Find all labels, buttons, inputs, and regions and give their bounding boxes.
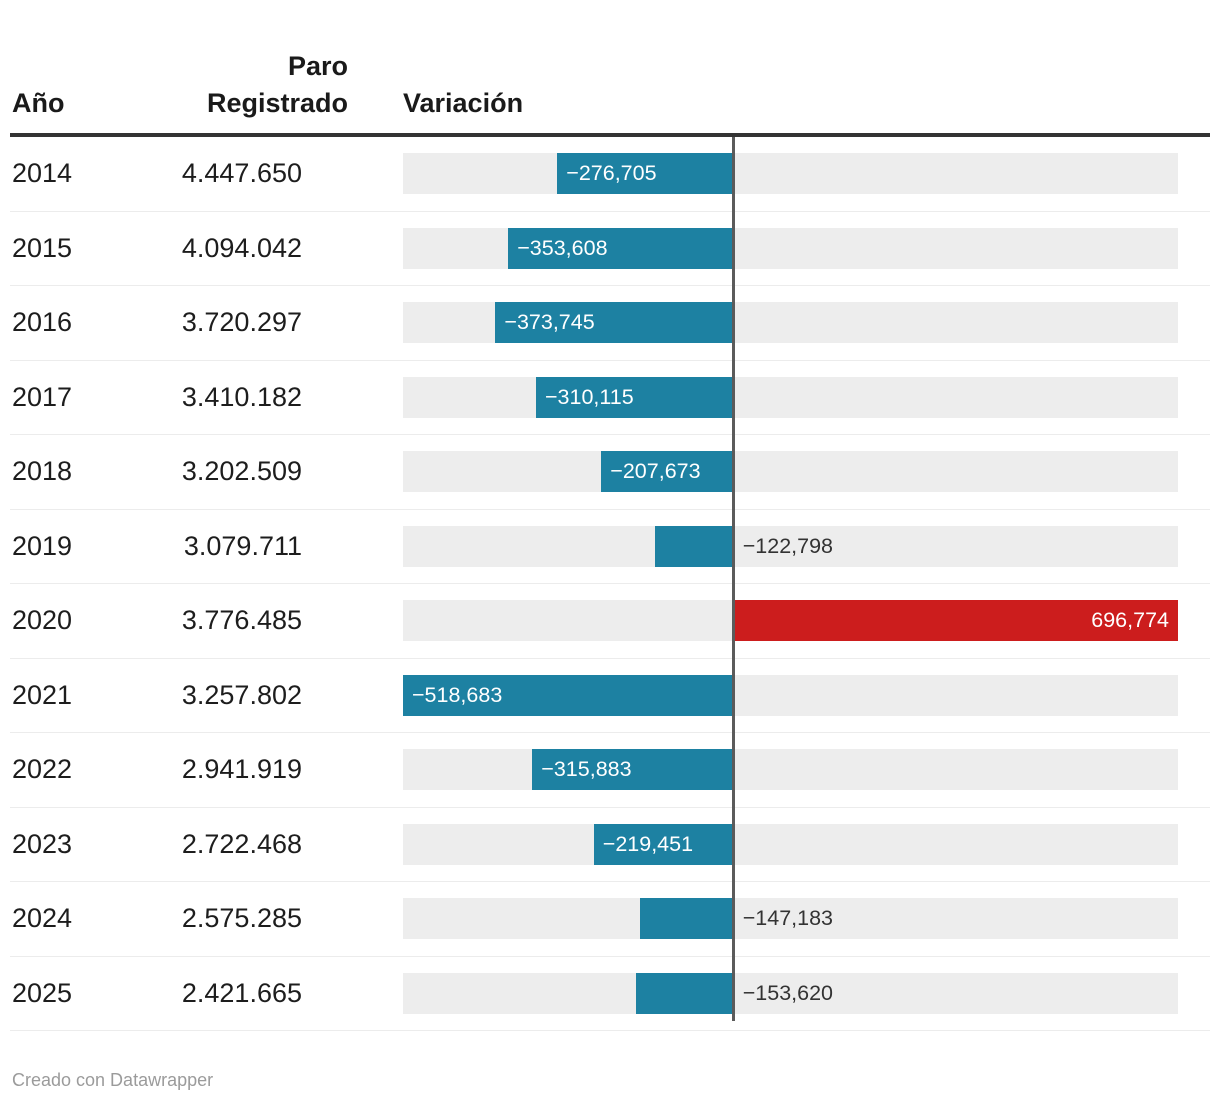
table-header: Año Paro Registrado Variación [10, 0, 1210, 122]
header-rule [10, 133, 1210, 137]
year-cell: 2020 [12, 605, 73, 636]
paro-registrado-cell: 4.447.650 [181, 158, 302, 189]
variation-value-label: 696,774 [1091, 608, 1169, 633]
variation-bar-track: −153,620 [403, 972, 1178, 1014]
variation-value-label: −147,183 [742, 906, 833, 931]
variation-bar-track: −353,608 [403, 227, 1178, 269]
variation-bar-negative: −353,608 [508, 227, 734, 269]
variation-bar-negative: −276,705 [557, 153, 734, 195]
column-header-paro-registrado: Paro Registrado [206, 51, 348, 118]
table-row: 2025 2.421.665 −153,620 [10, 957, 1210, 1031]
year-cell: 2025 [12, 977, 73, 1008]
year-cell: 2021 [12, 679, 73, 710]
paro-registrado-cell: 2.421.665 [181, 977, 302, 1008]
variation-value-label: −207,673 [610, 459, 701, 484]
variation-bar-negative: −315,883 [532, 749, 734, 791]
year-cell: 2018 [12, 456, 73, 487]
variation-value-label: −310,115 [544, 384, 634, 409]
variation-bar-track: −207,673 [403, 451, 1178, 493]
variation-bar-track: 696,774 [403, 600, 1178, 642]
table-row: 2022 2.941.919 −315,883 [10, 733, 1210, 808]
year-cell: 2014 [12, 158, 73, 189]
year-cell: 2024 [12, 903, 73, 934]
datawrapper-credit-link[interactable]: Creado con Datawrapper [12, 1070, 214, 1090]
table-body: 2014 4.447.650 −276,705 2015 4.094.042 −353,6… [10, 137, 1210, 1031]
paro-registrado-cell: 2.575.285 [181, 903, 302, 934]
variation-bar-track: −122,798 [403, 525, 1178, 567]
year-cell: 2022 [12, 754, 73, 785]
paro-registrado-cell: 2.722.468 [181, 828, 302, 859]
paro-registrado-cell: 3.257.802 [181, 679, 302, 710]
table-row: 2015 4.094.042 −353,608 [10, 212, 1210, 286]
zero-axis-line [732, 137, 735, 1021]
variation-bar-negative: −207,673 [601, 451, 734, 493]
variation-bar-negative: −518,683 [403, 674, 734, 716]
variation-bar-negative [639, 898, 734, 940]
table-row: 2018 3.202.509 −207,673 [10, 435, 1210, 510]
variation-bar-negative: −373,745 [495, 302, 734, 344]
variation-value-label: −276,705 [566, 161, 657, 186]
variation-bar-track: −310,115 [403, 376, 1178, 418]
table-row: 2023 2.722.468 −219,451 [10, 808, 1210, 882]
variation-value-label: −518,683 [412, 682, 503, 707]
paro-registrado-cell: 3.202.509 [181, 456, 302, 487]
variation-value-label: −122,798 [742, 533, 833, 558]
variation-bar-track: −276,705 [403, 153, 1178, 195]
year-cell: 2023 [12, 828, 73, 859]
column-header-year: Año [12, 88, 65, 118]
table-row: 2017 3.410.182 −310,115 [10, 361, 1210, 435]
paro-registrado-cell: 4.094.042 [181, 232, 302, 263]
variation-bar-positive: 696,774 [733, 600, 1178, 642]
year-cell: 2019 [12, 530, 73, 561]
table-row: 2016 3.720.297 −373,745 [10, 286, 1210, 361]
table-row: 2014 4.447.650 −276,705 [10, 137, 1210, 212]
variation-value-label: −373,745 [504, 310, 595, 335]
year-cell: 2016 [12, 307, 73, 338]
table-row: 2024 2.575.285 −147,183 [10, 882, 1210, 957]
variation-bar-track: −147,183 [403, 898, 1178, 940]
variation-bar-negative [635, 972, 734, 1014]
variation-bar-track: −373,745 [403, 302, 1178, 344]
column-header-variacion: Variación [403, 88, 524, 118]
variation-value-label: −315,883 [541, 757, 632, 782]
table-row: 2019 3.079.711 −122,798 [10, 510, 1210, 584]
paro-registrado-cell: 3.079.711 [183, 530, 302, 561]
table-row: 2020 3.776.485 696,774 [10, 584, 1210, 659]
paro-registrado-cell: 3.720.297 [181, 307, 302, 338]
variation-bar-track: −219,451 [403, 823, 1178, 865]
variation-bar-negative [655, 525, 734, 567]
variation-value-label: −153,620 [742, 980, 833, 1005]
variation-value-label: −353,608 [517, 235, 608, 260]
variation-bar-negative: −310,115 [535, 376, 734, 418]
paro-registrado-cell: 3.776.485 [181, 605, 302, 636]
year-cell: 2015 [12, 232, 73, 263]
variation-bar-negative: −219,451 [593, 823, 734, 865]
year-cell: 2017 [12, 381, 73, 412]
variation-bar-track: −315,883 [403, 749, 1178, 791]
paro-registrado-cell: 2.941.919 [181, 754, 302, 785]
variation-value-label: −219,451 [602, 831, 694, 856]
table-row: 2021 3.257.802 −518,683 [10, 659, 1210, 733]
variation-bar-track: −518,683 [403, 674, 1178, 716]
paro-registrado-cell: 3.410.182 [181, 381, 302, 412]
